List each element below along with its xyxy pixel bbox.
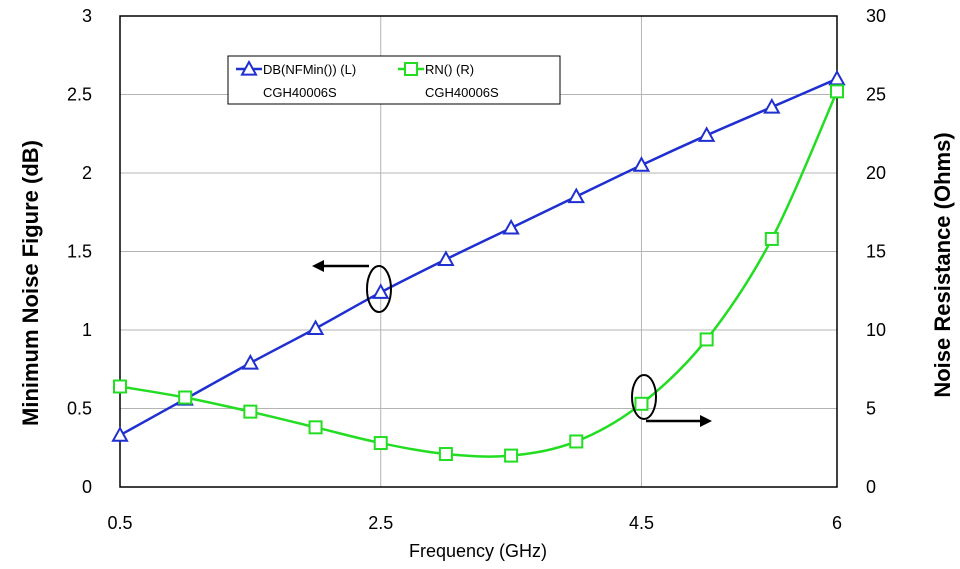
y-left-tick-label: 0.5 [67,399,92,419]
data-point-marker [764,231,779,246]
legend: DB(NFMin()) (L) CGH40006S RN() (R) CGH40… [227,55,561,105]
y-left-tick-label: 0 [82,477,92,497]
y-left-tick-label: 2 [82,163,92,183]
annotations [312,260,712,427]
data-point-marker [632,156,651,172]
legend-swatch-marker-nfmin [240,59,258,76]
series-line [119,77,838,437]
data-point-marker [830,84,844,99]
data-point-marker [567,187,585,204]
x-tick-label: 4.5 [629,513,654,533]
series-line [119,90,839,458]
data-point-marker [504,448,519,463]
y-right-tick-label: 20 [866,163,886,183]
nfmin-axis-indicator-arrowhead [312,260,324,272]
data-point-marker [306,319,325,336]
data-point-marker [111,426,129,442]
legend-label-rn: RN() (R) [425,62,474,77]
rn-axis-indicator-arrowhead [700,415,712,427]
y-right-tick-label: 5 [866,399,876,419]
data-point-marker [569,434,584,449]
x-tick-label: 6 [832,513,842,533]
data-point-marker [697,126,716,142]
y-left-axis-title: Minimum Noise Figure (dB) [18,140,43,426]
data-point-marker [241,353,260,370]
data-point-marker [437,250,455,266]
y-right-tick-label: 10 [866,320,886,340]
x-tick-label: 2.5 [368,513,393,533]
series-layer [111,69,846,463]
data-point-marker [438,447,453,462]
legend-swatch-marker-rn [404,62,418,76]
y-right-tick-label: 15 [866,242,886,262]
legend-sublabel-rn: CGH40006S [425,85,499,100]
y-left-tick-label: 1.5 [67,242,92,262]
data-point-marker [308,420,323,435]
data-point-marker [373,436,388,451]
data-point-marker [828,69,846,86]
y-right-tick-label: 25 [866,85,886,105]
legend-label-nfmin: DB(NFMin()) (L) [263,62,356,77]
data-point-marker [634,396,649,411]
data-point-marker [243,404,258,419]
y-left-tick-label: 1 [82,320,92,340]
data-point-marker [372,283,390,299]
data-point-marker [113,379,127,394]
series-nfmin [111,69,846,442]
y-left-tick-label: 2.5 [67,85,92,105]
legend-box [227,55,561,105]
x-axis-title: Frequency (GHz) [409,541,547,561]
y-right-axis-title: Noise Resistance (Ohms) [930,132,955,397]
x-tick-label: 0.5 [107,513,132,533]
nfmin-axis-indicator-ellipse [366,265,392,313]
y-right-tick-label: 30 [866,6,886,26]
y-left-tick-label: 3 [82,6,92,26]
legend-sublabel-nfmin: CGH40006S [263,85,337,100]
data-point-marker [763,98,781,114]
y-right-tick-label: 0 [866,477,876,497]
plot-frame [119,15,838,488]
rn-axis-indicator-ellipse [631,374,657,420]
data-point-marker [699,332,714,347]
data-point-marker [502,218,520,235]
data-point-marker [178,390,193,405]
legend-items [236,59,424,76]
series-rn [113,84,844,463]
